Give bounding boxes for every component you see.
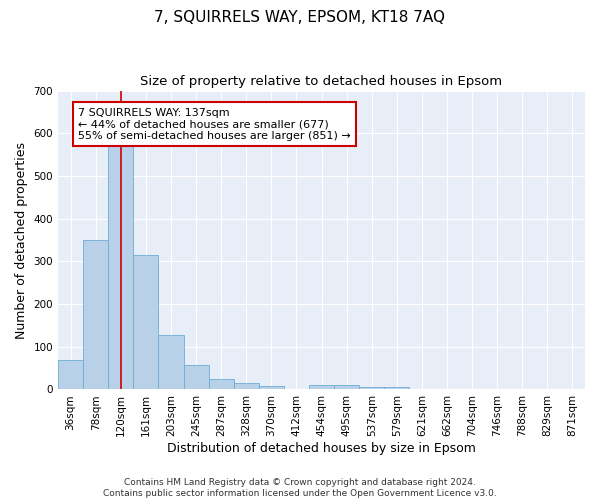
Bar xyxy=(58,360,83,390)
Bar xyxy=(108,146,133,390)
Bar xyxy=(384,388,409,390)
Bar xyxy=(83,240,108,390)
Bar xyxy=(158,335,184,390)
Bar xyxy=(309,385,334,390)
Y-axis label: Number of detached properties: Number of detached properties xyxy=(15,142,28,338)
Bar xyxy=(359,388,384,390)
Bar xyxy=(133,255,158,390)
Bar xyxy=(334,385,359,390)
Text: 7 SQUIRRELS WAY: 137sqm
← 44% of detached houses are smaller (677)
55% of semi-d: 7 SQUIRRELS WAY: 137sqm ← 44% of detache… xyxy=(78,108,351,141)
Text: Contains HM Land Registry data © Crown copyright and database right 2024.
Contai: Contains HM Land Registry data © Crown c… xyxy=(103,478,497,498)
Bar xyxy=(184,365,209,390)
Bar xyxy=(259,386,284,390)
Bar xyxy=(209,379,233,390)
Title: Size of property relative to detached houses in Epsom: Size of property relative to detached ho… xyxy=(140,75,503,88)
Text: 7, SQUIRRELS WAY, EPSOM, KT18 7AQ: 7, SQUIRRELS WAY, EPSOM, KT18 7AQ xyxy=(155,10,445,25)
X-axis label: Distribution of detached houses by size in Epsom: Distribution of detached houses by size … xyxy=(167,442,476,455)
Bar xyxy=(233,383,259,390)
